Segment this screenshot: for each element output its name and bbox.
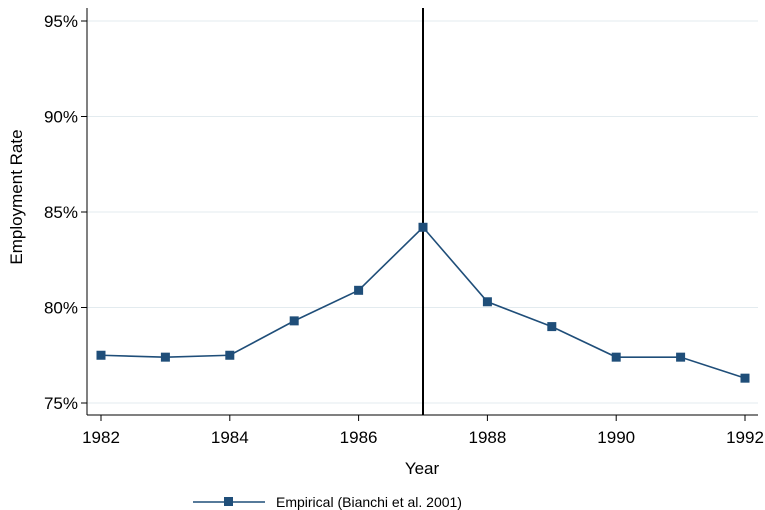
series-group [96, 222, 750, 383]
y-tick-label: 95% [44, 12, 78, 31]
y-tick-label: 85% [44, 203, 78, 222]
x-tick-label: 1990 [597, 428, 635, 447]
y-axis: 75% 80% 85% 90% 95% [44, 8, 88, 415]
data-point-marker [160, 352, 170, 362]
y-tick-label: 90% [44, 108, 78, 127]
y-tick-label: 80% [44, 299, 78, 318]
x-tick-label: 1984 [211, 428, 249, 447]
legend-label: Empirical (Bianchi et al. 2001) [276, 494, 462, 510]
data-point-marker [418, 222, 428, 232]
y-axis-title: Employment Rate [7, 129, 26, 264]
data-point-marker [482, 297, 492, 307]
data-point-marker [740, 373, 750, 383]
x-axis: 1982 1984 1986 1988 1990 1992 [82, 414, 764, 447]
x-tick-label: 1992 [726, 428, 764, 447]
x-axis-title: Year [405, 459, 440, 478]
x-tick-label: 1982 [82, 428, 120, 447]
legend-marker [224, 497, 233, 506]
x-tick-label: 1988 [468, 428, 506, 447]
data-point-marker [289, 316, 299, 326]
x-tick-label: 1986 [340, 428, 378, 447]
data-point-marker [354, 285, 364, 295]
data-point-marker [676, 352, 686, 362]
data-point-marker [225, 350, 235, 360]
data-point-marker [96, 350, 106, 360]
legend: Empirical (Bianchi et al. 2001) [193, 494, 462, 510]
data-point-marker [611, 352, 621, 362]
y-tick-label: 75% [44, 394, 78, 413]
data-point-marker [547, 322, 557, 332]
